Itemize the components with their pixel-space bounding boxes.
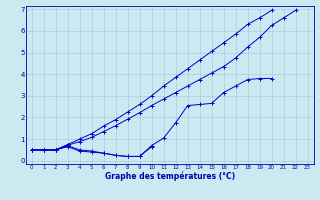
X-axis label: Graphe des températures (°C): Graphe des températures (°C) — [105, 171, 235, 181]
